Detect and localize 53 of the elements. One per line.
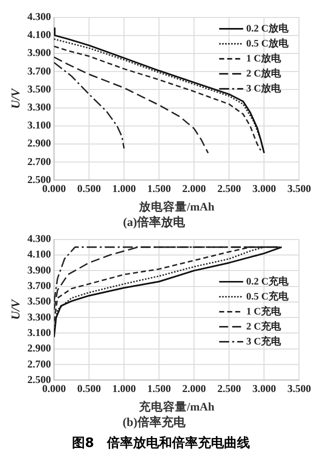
text: (a)倍率放电 <box>123 214 186 229</box>
x-tick-label: 3.000 <box>252 384 276 396</box>
y-tick-label: 3.500 <box>27 84 52 96</box>
y-tick-label: 4.100 <box>27 250 52 261</box>
legend-label: 1 C充电 <box>246 305 282 318</box>
x-tick-label: 1.500 <box>147 184 171 196</box>
x-tick-label: 3.500 <box>287 384 311 396</box>
y-tick-label: 2.700 <box>27 359 52 370</box>
legend-label: 2 C放电 <box>246 67 282 80</box>
y-tick-label: 2.500 <box>27 174 52 186</box>
y-tick-label: 3.100 <box>27 328 52 339</box>
y-tick-label: 4.100 <box>27 30 52 42</box>
x-tick-label: 2.500 <box>217 184 241 196</box>
x-tick-label: 1.500 <box>147 384 171 396</box>
y-tick-label: 4.300 <box>27 12 52 24</box>
y-tick-label: 3.300 <box>27 312 52 324</box>
x-tick-label: 2.000 <box>182 384 206 396</box>
x-axis-title: 充电容量/mAh <box>138 400 215 414</box>
legend-label: 0.5 C放电 <box>246 37 290 50</box>
x-tick-label: 2.500 <box>217 384 241 396</box>
y-axis-title: U/V <box>8 88 22 109</box>
y-tick-label: 3.900 <box>27 48 52 60</box>
y-tick-label: 3.700 <box>27 66 52 78</box>
legend-label: 0.2 C放电 <box>246 22 290 34</box>
x-tick-label: 0.500 <box>77 384 101 396</box>
x-tick-label: 0.000 <box>42 184 66 196</box>
y-axis-title: U/V <box>8 298 22 320</box>
y-tick-label: 2.900 <box>27 138 52 150</box>
legend-label: 3 C充电 <box>246 335 282 348</box>
text: (b)倍率充电 <box>122 414 186 429</box>
x-tick-label: 1.000 <box>112 384 136 396</box>
x-axis-title: 放电容量/mAh <box>138 200 215 214</box>
x-tick-label: 0.000 <box>42 384 66 396</box>
caption: 图8 倍率放电和倍率充电曲线 <box>70 434 252 452</box>
legend-label: 0.5 C充电 <box>246 290 290 302</box>
x-tick-label: 3.500 <box>287 184 311 196</box>
legend-label: 0.2 C充电 <box>246 275 290 288</box>
y-tick-label: 2.700 <box>27 156 52 168</box>
x-tick-label: 2.000 <box>182 184 206 196</box>
y-tick-label: 2.500 <box>27 374 52 386</box>
y-tick-label: 3.300 <box>27 102 52 114</box>
x-tick-label: 0.500 <box>77 184 101 196</box>
y-tick-label: 3.500 <box>27 296 52 308</box>
y-tick-label: 3.700 <box>27 280 52 292</box>
y-tick-label: 3.100 <box>27 120 52 132</box>
y-tick-label: 3.900 <box>27 265 52 276</box>
legend-label: 2 C充电 <box>246 320 282 332</box>
legend-label: 3 C放电 <box>246 82 282 94</box>
y-tick-label: 4.300 <box>27 234 52 246</box>
legend-label: 1 C放电 <box>246 52 282 64</box>
y-tick-label: 2.900 <box>27 344 52 355</box>
x-tick-label: 3.000 <box>252 184 276 196</box>
x-tick-label: 1.000 <box>112 184 136 196</box>
